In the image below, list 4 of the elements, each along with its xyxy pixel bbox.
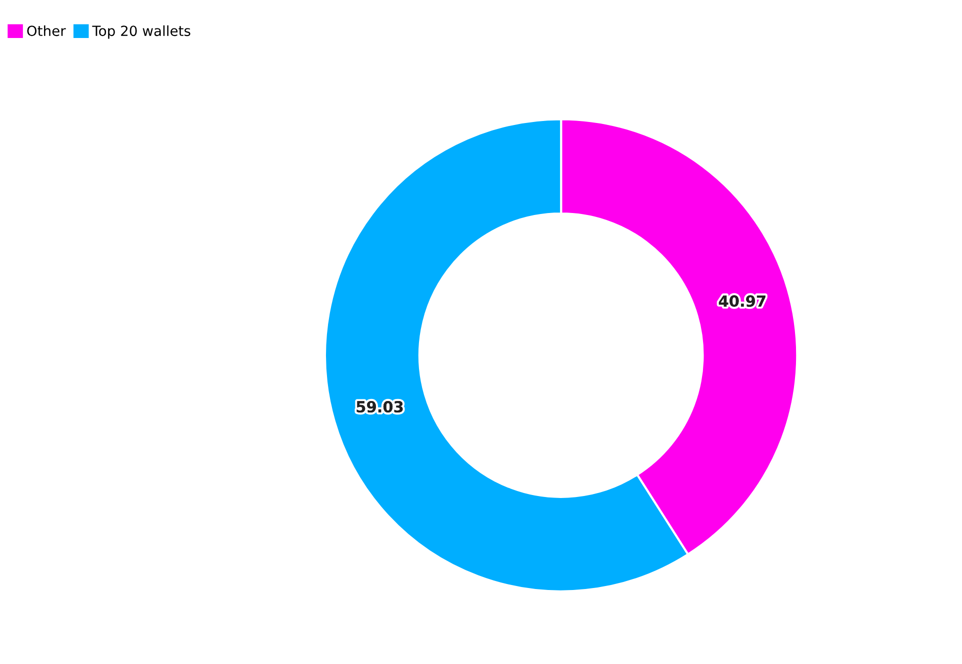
legend-label: Other	[27, 25, 66, 36]
data-label: 59.03	[356, 400, 403, 413]
legend-label: Top 20 wallets	[92, 25, 190, 39]
data-label: 40.97	[718, 295, 766, 307]
